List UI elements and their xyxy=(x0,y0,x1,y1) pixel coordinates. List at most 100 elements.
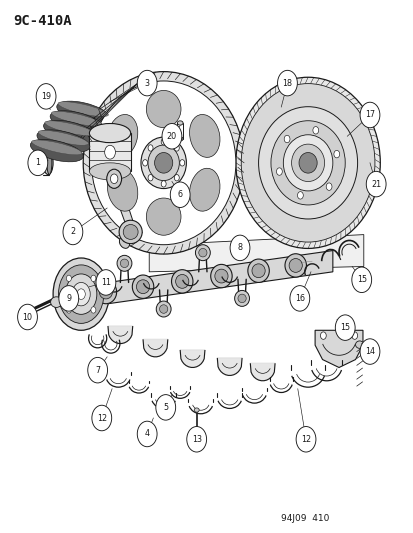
Ellipse shape xyxy=(247,259,268,282)
Ellipse shape xyxy=(53,258,109,330)
Ellipse shape xyxy=(141,137,186,189)
Ellipse shape xyxy=(194,433,199,438)
Circle shape xyxy=(351,267,371,293)
Ellipse shape xyxy=(159,305,167,313)
Ellipse shape xyxy=(21,310,28,318)
Circle shape xyxy=(96,270,116,295)
Ellipse shape xyxy=(38,131,88,146)
Ellipse shape xyxy=(148,174,153,181)
Polygon shape xyxy=(314,330,362,368)
Text: 9C-410A: 9C-410A xyxy=(13,14,71,28)
Text: 15: 15 xyxy=(339,323,349,332)
Polygon shape xyxy=(143,340,167,357)
Ellipse shape xyxy=(177,137,183,141)
Ellipse shape xyxy=(312,126,318,134)
Polygon shape xyxy=(217,358,242,375)
Text: 12: 12 xyxy=(97,414,107,423)
Ellipse shape xyxy=(177,121,183,125)
Ellipse shape xyxy=(237,294,246,303)
Circle shape xyxy=(277,70,297,96)
Circle shape xyxy=(137,70,157,96)
Ellipse shape xyxy=(91,275,96,281)
Ellipse shape xyxy=(72,282,90,306)
Ellipse shape xyxy=(351,332,357,340)
Polygon shape xyxy=(250,364,274,381)
Text: 9: 9 xyxy=(66,294,71,303)
Ellipse shape xyxy=(291,144,324,182)
Ellipse shape xyxy=(161,181,166,187)
Ellipse shape xyxy=(132,275,153,298)
Text: 4: 4 xyxy=(144,430,150,439)
Ellipse shape xyxy=(30,140,83,162)
Ellipse shape xyxy=(89,163,131,180)
Ellipse shape xyxy=(107,169,121,188)
Ellipse shape xyxy=(210,264,232,288)
Circle shape xyxy=(137,421,157,447)
Ellipse shape xyxy=(148,145,153,151)
Text: 16: 16 xyxy=(294,294,304,303)
Ellipse shape xyxy=(107,115,138,157)
Ellipse shape xyxy=(174,145,179,151)
Ellipse shape xyxy=(198,248,206,257)
Ellipse shape xyxy=(123,224,138,239)
Polygon shape xyxy=(108,326,133,343)
Ellipse shape xyxy=(147,145,179,181)
Text: 3: 3 xyxy=(144,78,150,87)
Ellipse shape xyxy=(189,115,219,157)
Ellipse shape xyxy=(89,124,131,143)
Circle shape xyxy=(155,394,175,420)
Ellipse shape xyxy=(43,151,53,174)
Ellipse shape xyxy=(154,152,172,173)
Ellipse shape xyxy=(99,285,112,299)
Text: 1: 1 xyxy=(35,158,40,167)
Circle shape xyxy=(36,84,56,109)
Ellipse shape xyxy=(355,341,363,349)
Text: 8: 8 xyxy=(237,244,242,253)
Ellipse shape xyxy=(333,150,339,158)
Ellipse shape xyxy=(252,264,265,278)
Ellipse shape xyxy=(19,306,30,321)
Text: 18: 18 xyxy=(282,78,292,87)
Ellipse shape xyxy=(107,168,138,211)
Circle shape xyxy=(161,124,181,149)
Ellipse shape xyxy=(189,168,219,211)
Ellipse shape xyxy=(297,192,303,199)
Ellipse shape xyxy=(120,259,128,268)
Text: 10: 10 xyxy=(22,312,33,321)
Ellipse shape xyxy=(95,280,116,304)
Bar xyxy=(89,133,131,171)
Ellipse shape xyxy=(43,120,96,143)
Ellipse shape xyxy=(320,332,325,340)
Ellipse shape xyxy=(83,71,244,254)
Circle shape xyxy=(170,182,190,207)
Circle shape xyxy=(366,171,385,197)
Ellipse shape xyxy=(214,269,228,283)
Circle shape xyxy=(359,339,379,365)
Text: 6: 6 xyxy=(177,190,182,199)
Text: 5: 5 xyxy=(163,403,168,412)
Ellipse shape xyxy=(37,130,90,152)
Text: 19: 19 xyxy=(41,92,51,101)
Ellipse shape xyxy=(57,101,109,124)
Text: 20: 20 xyxy=(166,132,177,141)
Ellipse shape xyxy=(91,307,96,313)
Ellipse shape xyxy=(194,408,199,412)
Circle shape xyxy=(289,286,309,311)
Ellipse shape xyxy=(156,301,171,317)
Polygon shape xyxy=(109,179,135,237)
Circle shape xyxy=(59,286,78,311)
Ellipse shape xyxy=(171,270,192,293)
Ellipse shape xyxy=(31,140,82,155)
Ellipse shape xyxy=(283,135,289,143)
Circle shape xyxy=(18,304,37,330)
Ellipse shape xyxy=(58,102,108,117)
Ellipse shape xyxy=(298,152,316,173)
Ellipse shape xyxy=(146,91,180,127)
Ellipse shape xyxy=(234,290,249,306)
Text: 14: 14 xyxy=(364,347,374,356)
Ellipse shape xyxy=(241,84,374,242)
Ellipse shape xyxy=(119,220,142,244)
Ellipse shape xyxy=(50,297,62,308)
Circle shape xyxy=(230,235,249,261)
Ellipse shape xyxy=(117,255,132,271)
